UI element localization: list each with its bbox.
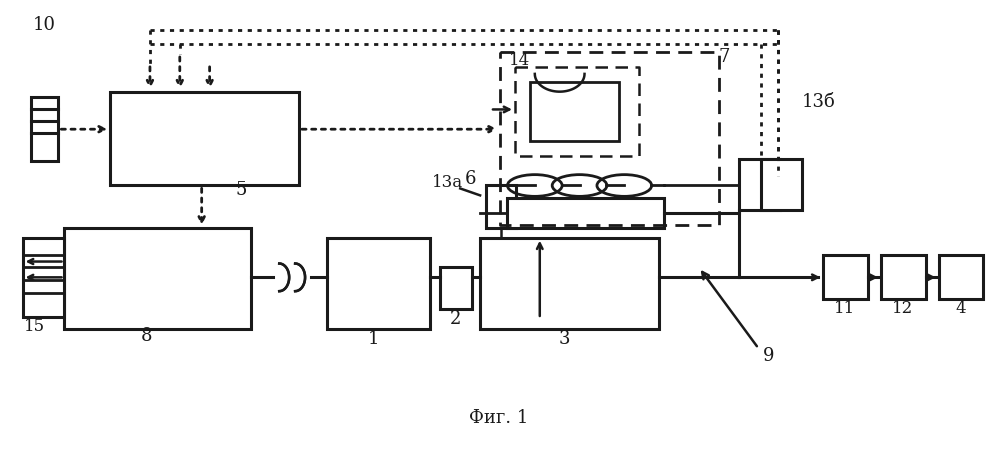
Text: 2: 2 [450,310,461,328]
Text: 7: 7 [718,48,729,66]
Text: 15: 15 [24,318,45,335]
Text: 9: 9 [763,347,774,365]
Text: 14: 14 [509,52,530,68]
Bar [487,185,515,228]
Bar [31,97,59,161]
Text: 13а: 13а [432,174,463,191]
Text: 1: 1 [368,329,380,347]
Text: 11: 11 [833,301,855,317]
Text: 10: 10 [33,15,56,33]
Text: 5: 5 [236,181,247,199]
Bar [938,255,983,299]
Bar [110,92,299,185]
Bar [738,159,780,210]
Text: 12: 12 [892,301,913,317]
Bar [506,198,664,228]
Bar [64,228,252,328]
Text: 4: 4 [955,301,966,317]
Text: 8: 8 [141,327,153,345]
Text: Фиг. 1: Фиг. 1 [470,409,528,427]
Bar [823,255,868,299]
Bar [881,255,926,299]
Bar [23,238,64,317]
Text: 6: 6 [465,170,476,188]
Bar [760,159,802,210]
Bar [481,238,659,328]
Text: 3: 3 [558,329,570,347]
Bar [441,267,473,309]
Bar [327,238,431,328]
Bar [529,82,619,141]
Text: 13б: 13б [801,93,835,111]
